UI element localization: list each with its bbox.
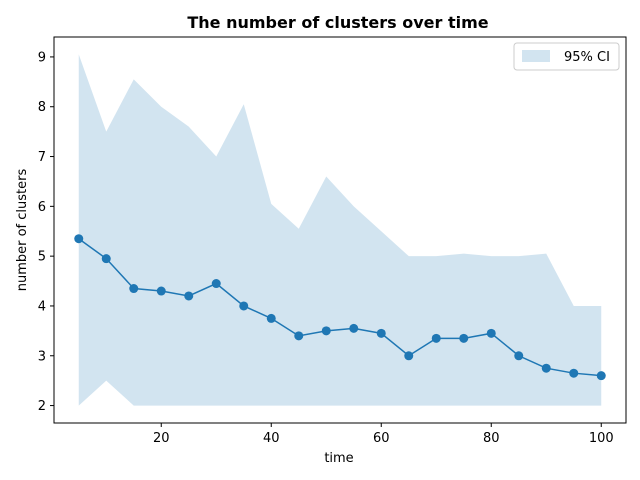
x-tick-label: 40 (263, 431, 280, 446)
x-tick-label: 20 (153, 431, 170, 446)
x-axis-ticks: 20 40 60 80 100 (153, 423, 614, 446)
data-point (156, 286, 166, 296)
data-point (596, 371, 606, 381)
y-tick-label: 8 (38, 100, 46, 115)
points-layer (74, 234, 606, 381)
x-axis-label: time (324, 451, 353, 466)
series-layer (78, 238, 602, 377)
y-axis-ticks: 2 3 4 5 6 7 8 9 (38, 50, 54, 414)
legend-label-ci: 95% CI (564, 50, 610, 65)
data-point (431, 333, 441, 343)
x-tick-label: 80 (483, 431, 500, 446)
chart-title: The number of clusters over time (187, 13, 488, 32)
data-point (541, 363, 551, 373)
axes-frame (53, 36, 627, 424)
y-tick-label: 3 (38, 349, 46, 364)
data-point (404, 351, 414, 361)
data-point (74, 234, 84, 244)
series-line (78, 238, 602, 377)
y-tick-label: 4 (38, 299, 46, 314)
data-point (486, 328, 496, 338)
data-point (459, 333, 469, 343)
data-point (266, 313, 276, 323)
plot-area (74, 54, 606, 406)
ci-band (78, 54, 602, 406)
y-tick-label: 5 (38, 250, 46, 265)
legend: 95% CI (513, 42, 620, 71)
x-tick-label: 100 (589, 431, 614, 446)
legend-swatch-ci (522, 50, 550, 62)
data-point (184, 291, 194, 301)
x-tick-label: 60 (373, 431, 390, 446)
data-point (239, 301, 249, 311)
data-point (321, 326, 331, 336)
data-point (569, 368, 579, 378)
y-tick-label: 9 (38, 50, 46, 65)
y-tick-label: 2 (38, 399, 46, 414)
data-point (349, 323, 359, 333)
data-point (294, 331, 304, 341)
data-point (514, 351, 524, 361)
legend-box (513, 42, 620, 71)
data-point (376, 328, 386, 338)
data-point (129, 284, 139, 294)
y-tick-label: 7 (38, 150, 46, 165)
y-tick-label: 6 (38, 200, 46, 215)
data-point (211, 279, 221, 289)
data-point (101, 254, 111, 264)
y-axis-label: number of clusters (15, 169, 30, 292)
